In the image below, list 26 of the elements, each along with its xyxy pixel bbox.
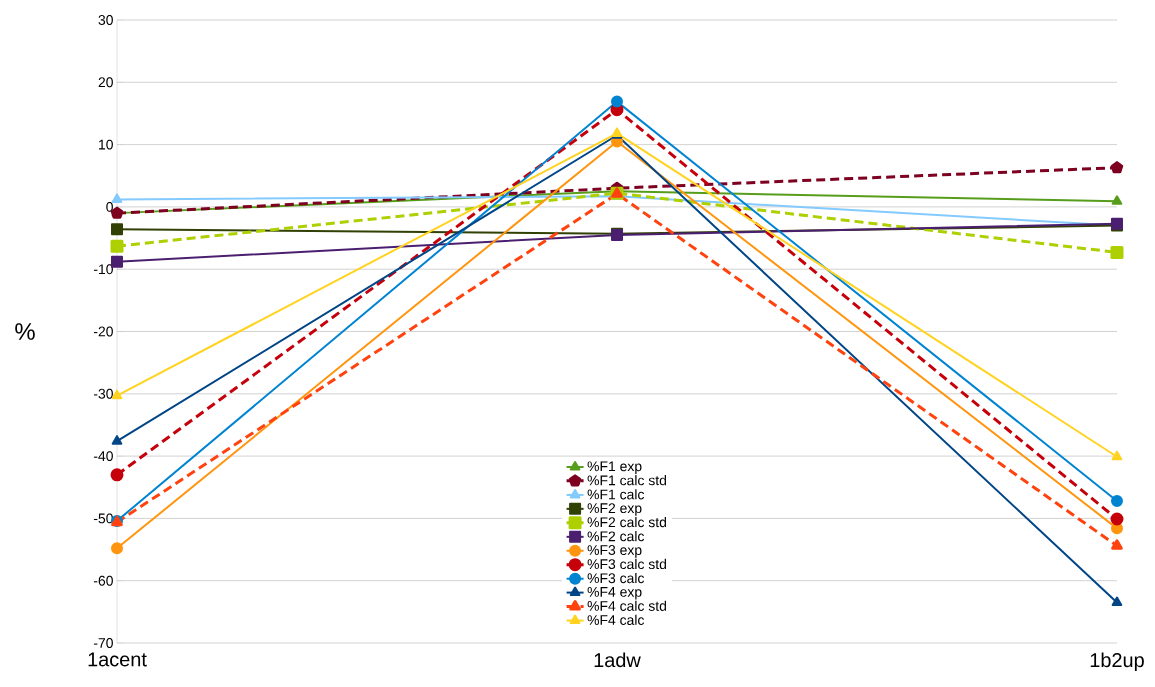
y-tick-label: -70: [93, 638, 113, 648]
legend-label: %F3 calc std: [587, 558, 667, 570]
legend-label: %F4 calc: [587, 614, 645, 625]
legend-label: %F4 exp: [587, 587, 642, 600]
x-tick-label: 1b2up: [1090, 652, 1144, 672]
legend-label: %F1 calc: [587, 489, 645, 500]
legend-label: %F1 calc std: [587, 475, 667, 486]
legend-label: %F1 exp: [587, 461, 642, 474]
y-tick-label: -60: [93, 575, 113, 586]
legend-label: %F2 exp: [587, 503, 642, 516]
y-tick-label: -50: [93, 513, 113, 524]
y-tick-label: 20: [98, 77, 113, 88]
legend-label: %F2 calc std: [587, 516, 667, 528]
y-tick-label: -20: [93, 326, 113, 337]
y-tick-label: -30: [93, 388, 113, 399]
legend-label: %F4 calc std: [587, 600, 667, 611]
x-tick-label: 1acent: [88, 652, 147, 667]
legend-label: %F3 exp: [587, 545, 642, 558]
y-tick-label: 0: [106, 201, 113, 212]
y-tick-label: 30: [98, 15, 113, 25]
legend-label: %F2 calc: [587, 531, 645, 542]
x-tick-label: 1adw: [594, 652, 641, 668]
y-tick-label: -40: [93, 451, 113, 462]
y-tick-label: 10: [99, 139, 113, 150]
legend-label: %F3 calc: [587, 572, 645, 584]
y-axis-title: %: [15, 323, 35, 340]
